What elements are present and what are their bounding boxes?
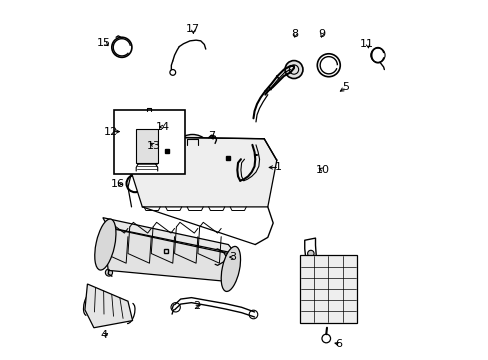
Text: 5: 5 xyxy=(342,82,348,93)
Circle shape xyxy=(307,250,313,257)
Circle shape xyxy=(225,280,233,288)
Text: 15: 15 xyxy=(97,38,111,48)
Bar xyxy=(300,255,356,323)
Text: 16: 16 xyxy=(111,179,125,189)
Text: 14: 14 xyxy=(155,122,169,132)
Circle shape xyxy=(105,269,112,276)
Circle shape xyxy=(132,111,162,141)
Text: 13: 13 xyxy=(147,141,161,151)
Text: 1: 1 xyxy=(275,162,282,172)
FancyBboxPatch shape xyxy=(113,110,184,174)
Circle shape xyxy=(285,60,303,78)
Polygon shape xyxy=(131,137,276,207)
Polygon shape xyxy=(85,284,132,328)
Text: 8: 8 xyxy=(290,29,298,39)
Bar xyxy=(136,129,158,163)
Text: 17: 17 xyxy=(185,24,199,34)
Ellipse shape xyxy=(95,219,116,270)
Text: 12: 12 xyxy=(104,127,118,136)
Text: 10: 10 xyxy=(315,165,329,175)
Text: 2: 2 xyxy=(193,301,200,311)
Text: 11: 11 xyxy=(359,40,373,49)
Polygon shape xyxy=(102,218,235,253)
Text: 7: 7 xyxy=(207,131,215,141)
Text: 6: 6 xyxy=(334,339,341,349)
Text: 3: 3 xyxy=(229,252,236,262)
Circle shape xyxy=(138,117,156,135)
Text: 9: 9 xyxy=(317,29,325,39)
Ellipse shape xyxy=(221,246,240,292)
Circle shape xyxy=(172,134,212,174)
Text: 4: 4 xyxy=(100,330,107,340)
Polygon shape xyxy=(102,226,235,282)
